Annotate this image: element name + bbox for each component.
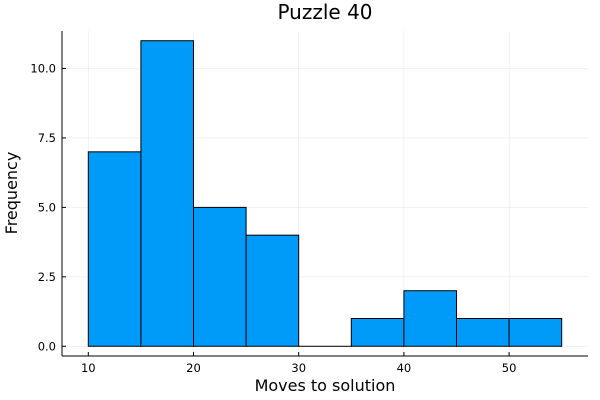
- histogram-bar: [403, 290, 457, 347]
- y-tick-label: 0.0: [38, 339, 56, 353]
- y-tick-label: 7.5: [38, 131, 56, 145]
- y-axis-label: Frequency: [2, 152, 21, 235]
- x-axis-label: Moves to solution: [255, 376, 396, 395]
- x-tick-label: 20: [186, 361, 201, 375]
- histogram-bar: [245, 234, 300, 347]
- y-tick-label: 10.0: [30, 62, 56, 76]
- chart-title: Puzzle 40: [277, 0, 372, 24]
- bars: [87, 40, 563, 347]
- histogram-bar: [87, 151, 142, 347]
- x-tick-label: 40: [397, 361, 412, 375]
- histogram-bar: [140, 40, 194, 347]
- x-tick-label: 50: [502, 361, 517, 375]
- x-tick-label: 10: [81, 361, 96, 375]
- histogram-bar: [350, 318, 405, 347]
- y-tick-label: 2.5: [38, 270, 56, 284]
- y-tick-label: 5.0: [38, 200, 56, 214]
- histogram-bar: [508, 318, 563, 347]
- axes: [61, 31, 588, 357]
- tick-labels: 10 20 30 40 50 0.0 2.5 5.0 7.5 10.0: [30, 62, 516, 376]
- histogram-bar: [193, 206, 247, 347]
- histogram-bar: [456, 318, 510, 347]
- x-tick-label: 30: [291, 361, 306, 375]
